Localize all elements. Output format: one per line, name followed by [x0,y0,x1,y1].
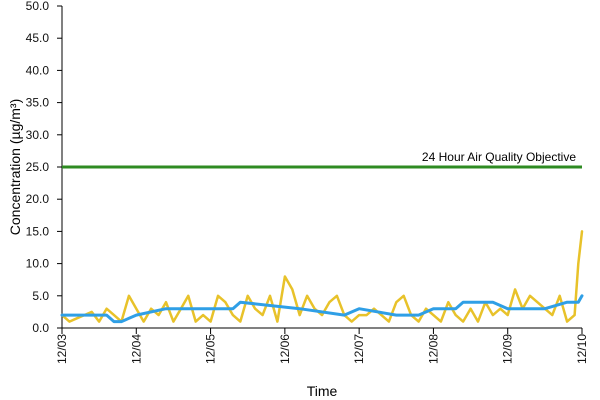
y-tick-label: 40.0 [26,63,50,77]
x-tick-label: 12/05 [204,334,218,364]
x-tick-label: 12/07 [352,334,366,364]
x-tick-label: 12/06 [278,334,292,364]
x-tick-label: 12/10 [575,334,589,364]
y-tick-label: 5.0 [32,289,49,303]
plot-series [60,165,584,324]
x-tick-label: 12/08 [426,334,440,364]
y-axis: 0.0 5.0 10.0 15.0 20.0 25.0 30.0 35.0 40.0 45.0 50… [26,0,63,335]
y-tick-label: 45.0 [26,31,50,45]
y-tick-label: 50.0 [26,0,50,13]
x-tick-label: 12/04 [129,334,143,364]
y-axis-title: Concentration (µg/m³) [7,99,23,235]
y-tick-label: 0.0 [32,321,49,335]
x-axis: 12/03 12/04 12/05 12/06 12/07 12/08 12/09 12/10 [55,327,589,364]
series-1-line [60,294,584,324]
y-tick-label: 20.0 [26,192,50,206]
y-tick-label: 15.0 [26,224,50,238]
reference-line-label: 24 Hour Air Quality Objective [422,150,576,164]
y-tick-label: 25.0 [26,160,50,174]
y-tick-label: 35.0 [26,96,50,110]
y-tick-label: 30.0 [26,128,50,142]
x-axis-title: Time [307,383,338,399]
x-tick-label: 12/09 [501,334,515,364]
x-tick-label: 12/03 [55,334,69,364]
y-tick-label: 10.0 [26,257,50,271]
